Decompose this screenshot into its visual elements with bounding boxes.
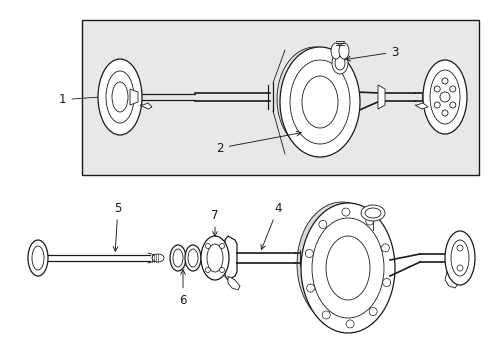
Circle shape [449,86,455,92]
Ellipse shape [301,203,394,333]
Circle shape [456,265,462,271]
Polygon shape [414,103,427,109]
Ellipse shape [98,59,142,135]
Circle shape [456,245,462,251]
Ellipse shape [296,202,386,326]
Circle shape [219,243,224,248]
Ellipse shape [444,231,474,285]
Text: 7: 7 [211,208,218,236]
Circle shape [205,243,210,248]
Circle shape [306,284,314,292]
Circle shape [305,249,313,257]
Circle shape [382,279,390,287]
Ellipse shape [152,254,163,262]
Text: 5: 5 [113,202,122,251]
Text: 3: 3 [345,45,398,61]
Circle shape [381,244,388,252]
Text: 2: 2 [216,131,301,154]
Polygon shape [224,236,237,280]
Ellipse shape [276,47,352,151]
Ellipse shape [280,47,359,157]
Ellipse shape [338,43,348,59]
Circle shape [318,220,326,229]
Circle shape [433,86,439,92]
Circle shape [433,102,439,108]
Circle shape [439,92,449,102]
Circle shape [368,307,376,315]
Circle shape [341,208,349,216]
Circle shape [219,267,224,273]
Polygon shape [140,103,152,109]
Circle shape [441,78,447,84]
Text: 1: 1 [58,93,65,105]
Polygon shape [377,85,384,109]
Circle shape [365,217,373,225]
Text: 6: 6 [179,270,186,306]
Ellipse shape [422,60,466,134]
Ellipse shape [170,245,185,271]
Text: 4: 4 [261,202,281,249]
Circle shape [441,110,447,116]
Polygon shape [227,276,240,290]
Ellipse shape [331,52,347,74]
Circle shape [322,311,329,319]
Ellipse shape [201,236,228,280]
Polygon shape [130,89,138,105]
Circle shape [449,102,455,108]
Polygon shape [444,272,457,288]
Circle shape [205,267,210,273]
Ellipse shape [330,43,340,59]
Bar [82,20,478,175]
Ellipse shape [28,240,48,276]
Ellipse shape [184,245,201,271]
Ellipse shape [360,205,384,221]
Circle shape [346,320,353,328]
